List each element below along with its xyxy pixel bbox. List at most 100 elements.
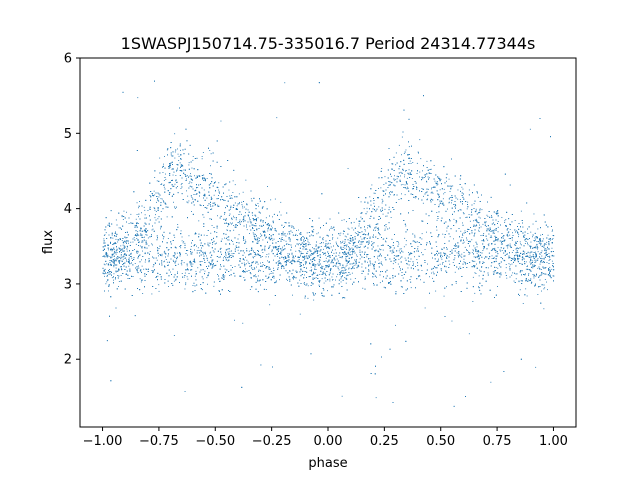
data-point [154,262,156,264]
data-point [402,184,404,185]
data-point [511,252,513,253]
data-point [482,223,484,225]
data-point [267,186,268,187]
data-point [427,263,428,265]
data-point [261,256,263,257]
data-point [442,233,444,235]
data-point [439,179,441,181]
data-point [384,229,386,231]
data-point [493,274,495,275]
data-point [384,228,386,230]
data-point [355,264,357,266]
data-point [261,208,263,209]
data-point [138,234,140,236]
data-point [158,284,160,286]
data-point [121,216,123,218]
data-point [104,268,106,270]
data-point [540,269,542,270]
data-point [453,218,455,220]
data-point [356,218,357,220]
data-point [384,208,386,210]
data-point [244,239,246,241]
data-point [493,240,494,242]
data-point [161,253,163,255]
data-point [334,264,336,266]
data-point [144,209,146,211]
data-point [540,234,542,236]
data-point [359,243,361,245]
data-point [180,154,182,155]
data-point [431,272,432,274]
data-point [262,264,264,266]
data-point [174,183,176,185]
data-point [435,290,437,292]
data-point [158,255,159,257]
data-point [195,194,197,195]
data-point [157,218,159,220]
data-point [154,194,156,196]
data-point [136,252,138,254]
data-point [476,244,478,245]
data-point [456,252,458,254]
data-point [168,249,170,250]
data-point [302,236,304,237]
data-point [520,210,522,212]
data-point [487,215,489,217]
data-point [306,232,308,234]
data-point [144,261,146,263]
data-point [118,227,120,229]
data-point [183,241,185,243]
data-point [347,251,349,253]
data-point [450,185,452,187]
data-point [524,243,526,244]
data-point [207,242,209,244]
data-point [518,234,520,236]
data-point [479,208,481,210]
data-point [122,260,123,262]
data-point [379,248,380,250]
data-point [420,244,422,245]
data-point [201,158,203,160]
data-point [225,218,227,220]
data-point [240,250,242,252]
data-point [485,221,487,223]
data-point [258,205,259,207]
data-point [210,165,211,167]
data-point [123,210,125,212]
data-point [124,246,126,248]
data-point [455,205,457,206]
data-point [342,270,344,272]
data-point [103,235,105,236]
data-point [215,264,217,266]
data-point [341,242,343,243]
data-point [401,136,403,138]
data-point [491,258,493,259]
data-point [230,205,232,207]
data-point [378,188,379,189]
data-point [351,272,353,274]
data-point [104,255,106,257]
data-point [436,181,438,183]
data-point [122,244,124,246]
data-point [345,258,347,260]
data-point [226,239,228,241]
data-point [116,258,118,259]
data-point [549,257,551,259]
data-point [419,171,421,173]
data-point [410,253,412,255]
data-point [231,253,233,255]
data-point [505,264,507,265]
data-point [501,250,503,251]
data-point [327,290,328,292]
data-point [400,286,402,288]
data-point [351,247,353,249]
data-point [163,163,164,165]
data-point [276,249,278,250]
data-point [311,269,313,271]
data-point [441,203,443,205]
data-point [271,225,272,227]
data-point [367,244,369,245]
data-point [500,250,502,252]
data-point [302,257,304,258]
data-point [142,237,144,238]
